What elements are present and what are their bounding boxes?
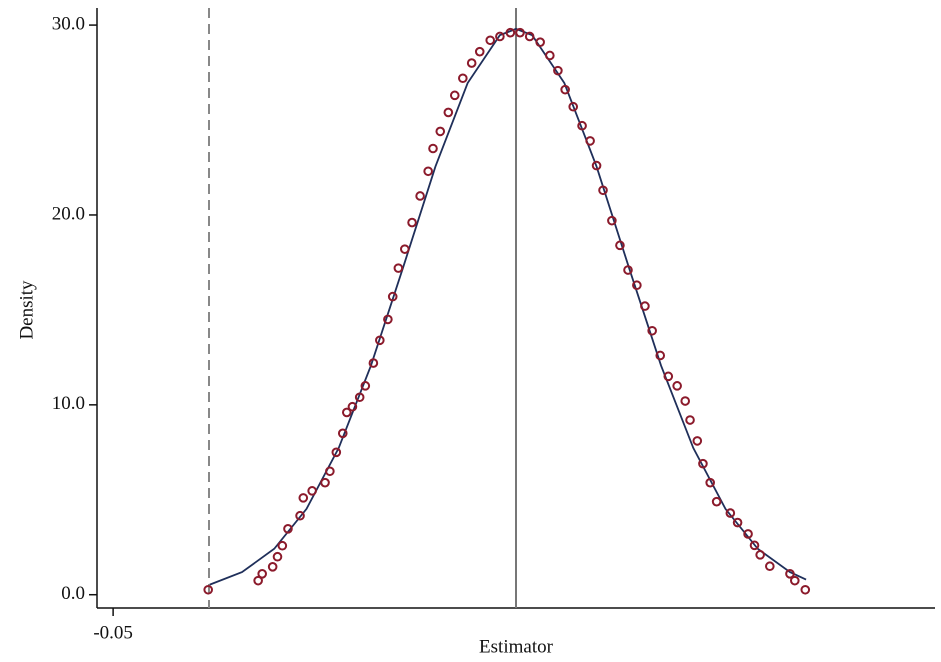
point <box>568 101 579 112</box>
point <box>354 392 365 403</box>
point <box>505 27 516 38</box>
point <box>368 358 379 368</box>
y-tick-label: 30.0 <box>52 13 85 34</box>
point <box>283 524 293 534</box>
point <box>623 265 633 275</box>
point <box>698 458 708 469</box>
point <box>331 447 342 458</box>
point <box>375 335 385 346</box>
point <box>307 486 317 496</box>
point <box>632 280 642 291</box>
point <box>272 551 283 562</box>
point <box>253 575 263 586</box>
point <box>711 496 722 507</box>
point <box>545 50 555 61</box>
point <box>692 436 703 446</box>
point <box>443 107 454 118</box>
point <box>267 561 278 572</box>
y-tick-label: 10.0 <box>52 393 85 414</box>
point <box>407 217 417 228</box>
point <box>474 46 485 57</box>
point <box>615 240 625 251</box>
point <box>449 90 460 101</box>
point <box>663 371 674 382</box>
point <box>257 569 267 579</box>
point <box>458 73 468 84</box>
point <box>655 350 666 361</box>
point <box>789 575 800 586</box>
point <box>785 569 795 579</box>
point <box>591 160 602 171</box>
x-tick-label: -0.05 <box>93 622 133 643</box>
point <box>743 529 753 539</box>
point <box>485 35 496 46</box>
point <box>295 510 305 521</box>
point <box>577 120 587 131</box>
point <box>553 65 563 76</box>
point <box>341 407 352 418</box>
point <box>705 477 715 488</box>
point <box>515 27 525 38</box>
point <box>203 584 213 595</box>
point <box>428 143 438 154</box>
point <box>640 301 650 311</box>
point <box>672 381 682 391</box>
point <box>400 244 410 254</box>
point <box>765 561 775 572</box>
point <box>347 401 358 412</box>
point <box>495 31 505 42</box>
point <box>749 540 760 551</box>
point <box>524 31 535 42</box>
y-tick-label: 0.0 <box>61 583 85 604</box>
point <box>725 508 736 518</box>
point <box>415 191 425 201</box>
point <box>393 263 404 273</box>
y-axis-label: Density <box>16 280 37 340</box>
point <box>277 540 288 551</box>
point <box>732 517 743 528</box>
density-curve <box>209 27 807 586</box>
point <box>325 466 335 477</box>
point <box>360 381 371 391</box>
x-axis-label: Estimator <box>479 636 554 657</box>
point <box>800 584 811 595</box>
point <box>387 291 398 302</box>
point <box>685 415 695 425</box>
point <box>647 325 657 336</box>
point <box>466 58 477 68</box>
point <box>680 396 691 406</box>
point <box>298 493 309 503</box>
point <box>435 126 446 137</box>
point <box>585 136 595 146</box>
point <box>423 166 433 177</box>
point <box>598 185 608 196</box>
point <box>560 84 570 95</box>
y-tick-label: 20.0 <box>52 203 85 224</box>
point <box>320 477 330 488</box>
point <box>607 215 617 226</box>
point <box>337 428 348 439</box>
point <box>755 550 765 560</box>
point <box>383 314 393 325</box>
point <box>535 37 545 47</box>
